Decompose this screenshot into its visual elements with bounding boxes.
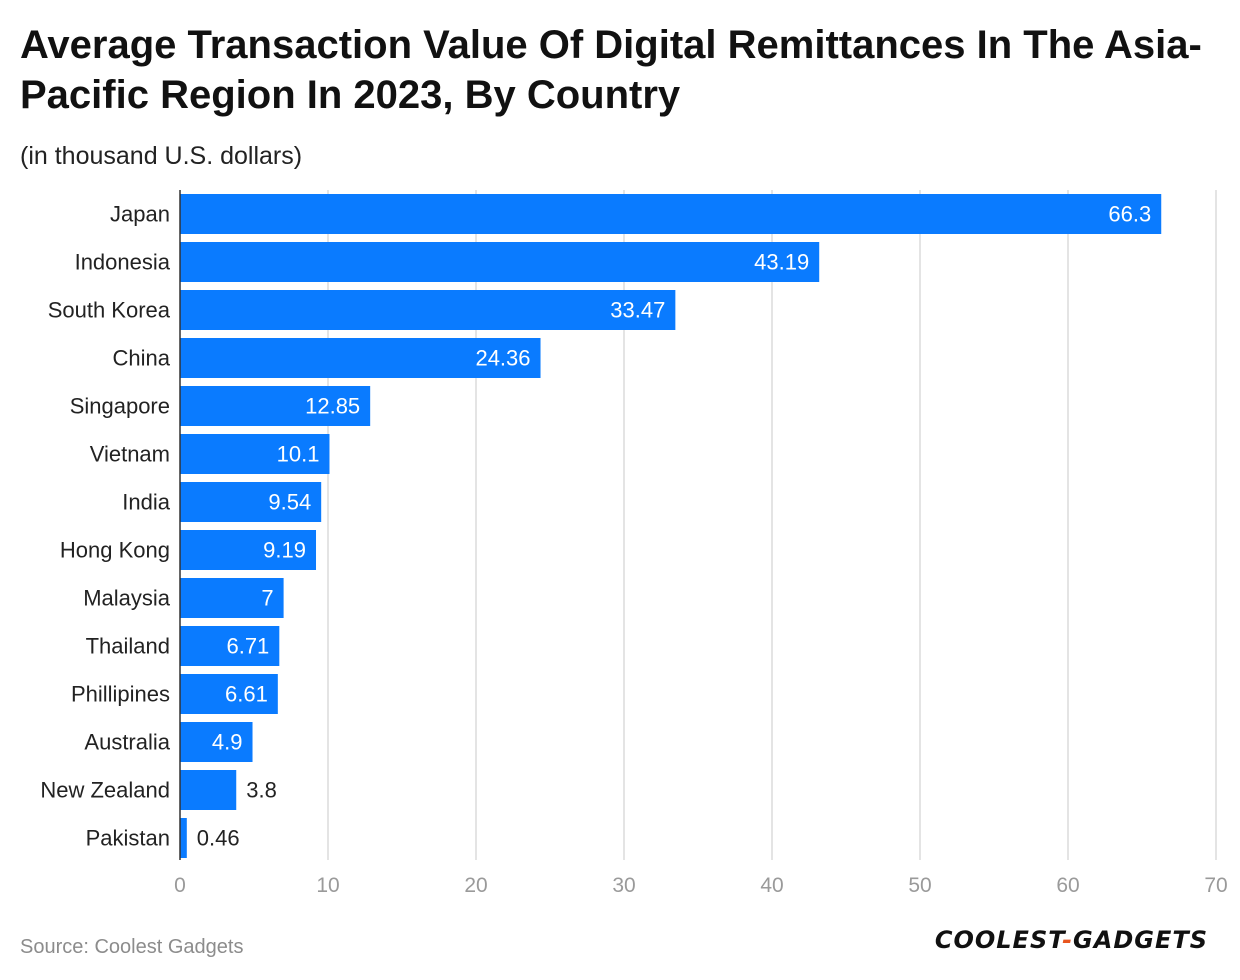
category-label: China <box>113 346 171 371</box>
category-label: Singapore <box>70 394 170 419</box>
category-label: Indonesia <box>75 250 171 275</box>
value-labels: 66.3 43.19 33.47 24.36 12.85 10.1 9.54 9.19 7 6.7… <box>197 202 1151 851</box>
bars <box>180 194 1162 858</box>
logo-text-right: GADGETS <box>1073 926 1208 954</box>
bar <box>180 386 371 426</box>
value-label: 33.47 <box>610 298 665 323</box>
category-label: Japan <box>110 202 170 227</box>
value-label: 9.19 <box>263 538 306 563</box>
value-label: 6.61 <box>225 682 268 707</box>
value-label: 6.71 <box>226 634 269 659</box>
value-label: 66.3 <box>1108 202 1151 227</box>
bar <box>180 530 317 570</box>
chart-subtitle: (in thousand U.S. dollars) <box>20 142 303 170</box>
chart-title: Average Transaction Value Of Digital Rem… <box>20 23 1202 117</box>
logo-text-left: COOLEST <box>934 926 1063 954</box>
category-label: Australia <box>84 730 170 755</box>
bar <box>180 482 322 522</box>
value-label: 12.85 <box>305 394 360 419</box>
x-tick-label: 60 <box>1056 874 1079 897</box>
value-label: 43.19 <box>754 250 809 275</box>
x-tick-label: 40 <box>760 874 783 897</box>
bar <box>180 194 1162 234</box>
source-note: Source: Coolest Gadgets <box>20 936 244 958</box>
category-label: New Zealand <box>40 778 170 803</box>
bar <box>180 434 330 474</box>
category-labels: Japan Indonesia South Korea China Singapore V… <box>40 202 170 851</box>
bar <box>180 338 541 378</box>
x-tick-label: 0 <box>174 874 186 897</box>
category-label: South Korea <box>48 298 171 323</box>
x-tick-label: 70 <box>1204 874 1227 897</box>
bar <box>180 578 284 618</box>
bar <box>180 770 237 810</box>
value-label: 4.9 <box>212 730 243 755</box>
value-label: 10.1 <box>277 442 320 467</box>
value-label: 0.46 <box>197 826 240 851</box>
category-label: Malaysia <box>83 586 171 611</box>
x-tick-label: 30 <box>612 874 635 897</box>
bar <box>180 290 676 330</box>
category-label: India <box>122 490 170 515</box>
logo-separator: - <box>1062 926 1074 954</box>
bar <box>180 242 820 282</box>
value-label: 7 <box>261 586 273 611</box>
bar <box>180 818 187 858</box>
x-tick-label: 10 <box>316 874 339 897</box>
brand-logo: COOLEST-GADGETS <box>935 924 1208 956</box>
bar <box>180 674 278 714</box>
bar <box>180 722 253 762</box>
value-label: 9.54 <box>268 490 311 515</box>
category-label: Pakistan <box>86 826 170 851</box>
value-label: 3.8 <box>246 778 277 803</box>
category-label: Thailand <box>86 634 170 659</box>
x-tick-label: 20 <box>464 874 487 897</box>
category-label: Vietnam <box>90 442 170 467</box>
category-label: Hong Kong <box>60 538 170 563</box>
bar <box>180 626 280 666</box>
x-tick-label: 50 <box>908 874 931 897</box>
x-axis-ticks: 0 10 20 30 40 50 60 70 <box>174 874 1228 897</box>
value-label: 24.36 <box>475 346 530 371</box>
category-label: Phillipines <box>71 682 170 707</box>
